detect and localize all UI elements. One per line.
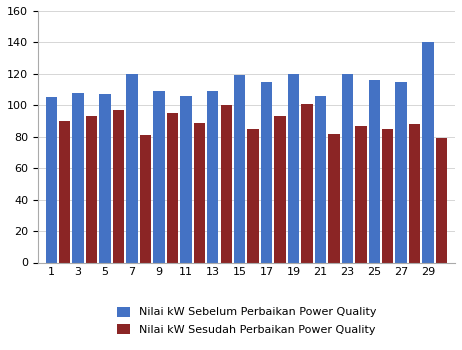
Bar: [126, 74, 138, 262]
Bar: [342, 74, 353, 262]
Bar: [288, 74, 299, 262]
Bar: [261, 82, 272, 262]
Bar: [73, 93, 84, 262]
Bar: [167, 113, 178, 262]
Bar: [301, 104, 313, 262]
Bar: [355, 126, 366, 262]
Bar: [153, 91, 164, 262]
Bar: [59, 121, 70, 262]
Bar: [99, 94, 111, 262]
Bar: [220, 105, 232, 262]
Bar: [86, 116, 97, 262]
Bar: [409, 124, 420, 262]
Bar: [328, 134, 340, 262]
Bar: [422, 42, 434, 262]
Bar: [234, 75, 245, 262]
Bar: [274, 116, 286, 262]
Bar: [395, 82, 407, 262]
Bar: [113, 110, 124, 262]
Bar: [140, 135, 151, 262]
Legend: Nilai kW Sebelum Perbaikan Power Quality, Nilai kW Sesudah Perbaikan Power Quali: Nilai kW Sebelum Perbaikan Power Quality…: [113, 303, 380, 338]
Bar: [436, 138, 447, 262]
Bar: [180, 96, 192, 262]
Bar: [46, 97, 57, 262]
Bar: [248, 129, 259, 262]
Bar: [194, 122, 205, 262]
Bar: [207, 91, 219, 262]
Bar: [382, 129, 394, 262]
Bar: [315, 96, 326, 262]
Bar: [369, 80, 380, 262]
